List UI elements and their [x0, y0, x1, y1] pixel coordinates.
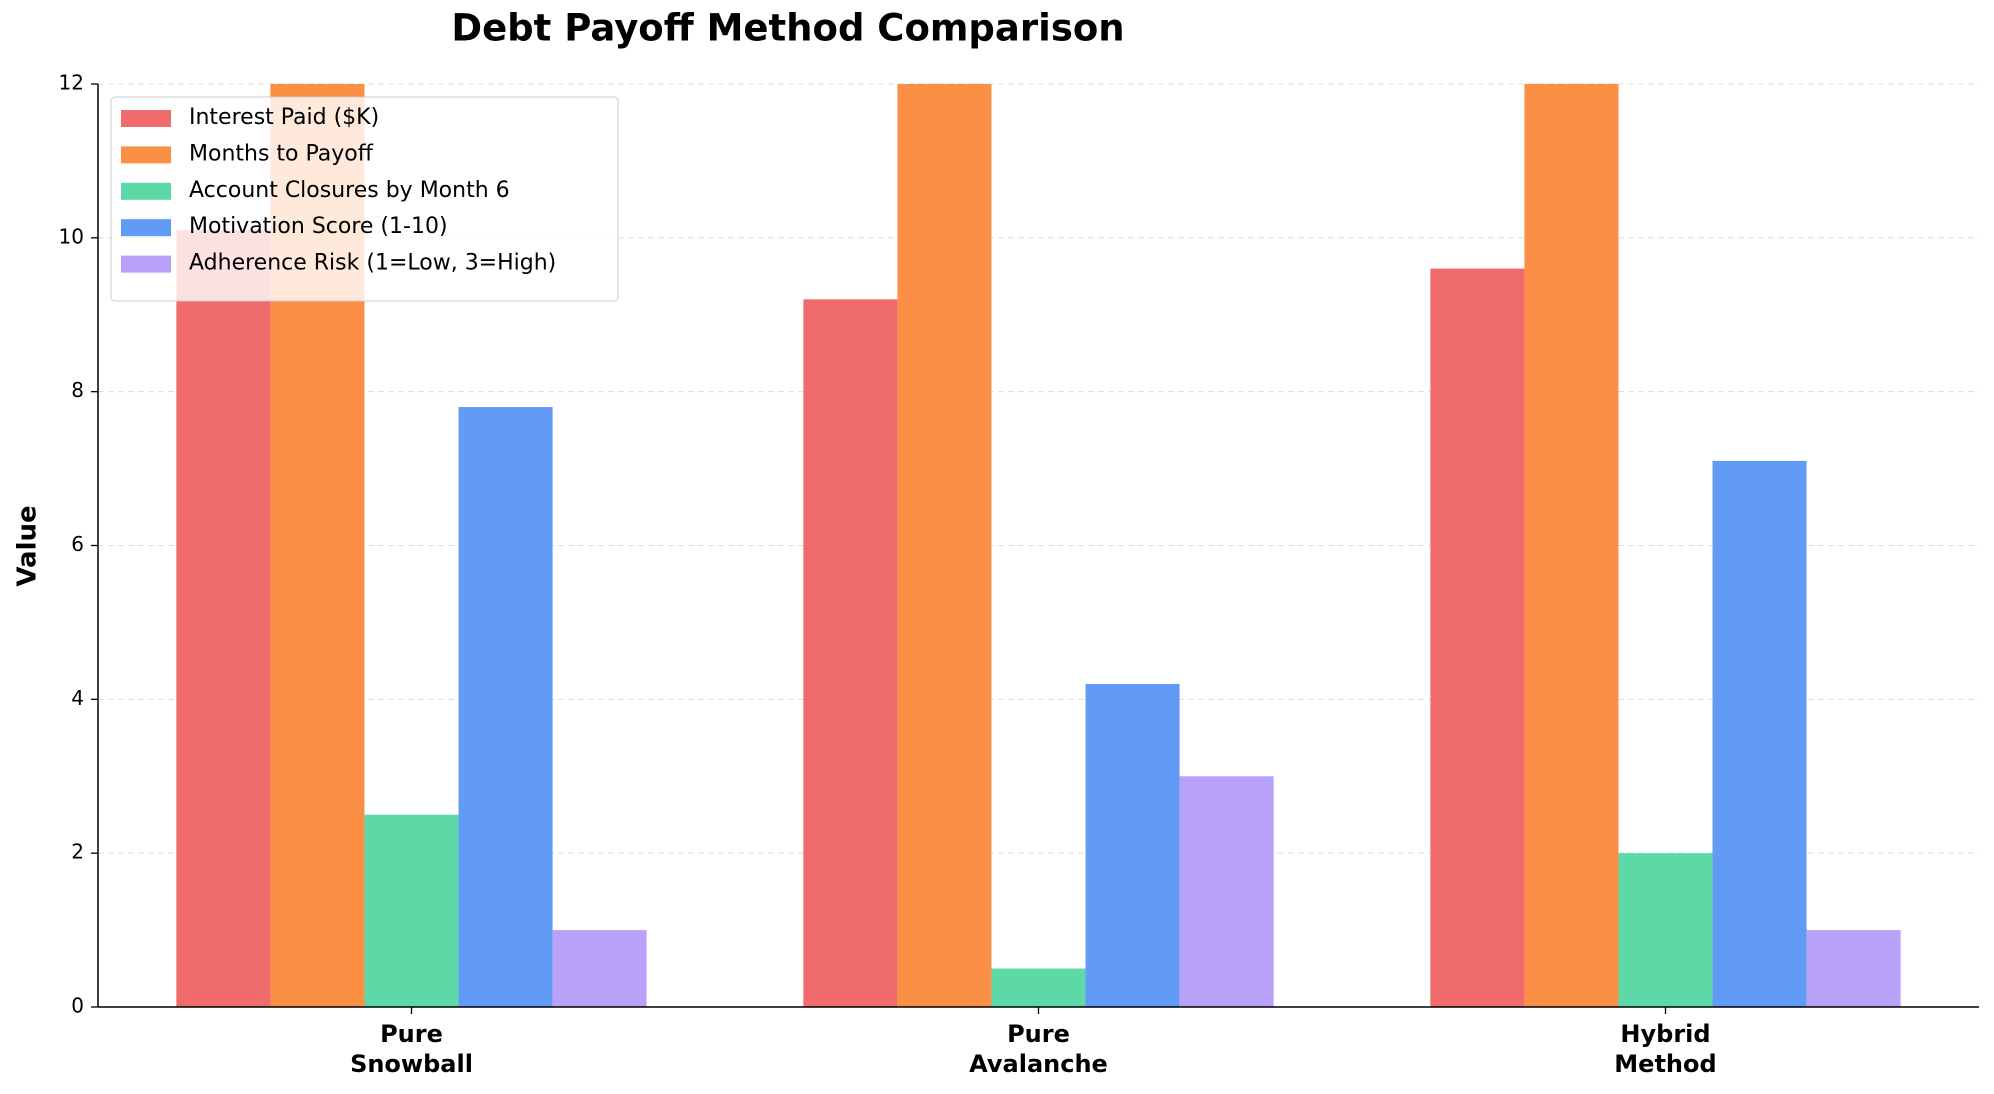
x-tick-label: Pure Snowball: [350, 1020, 473, 1078]
legend-swatch: [121, 182, 171, 200]
bar: [1179, 776, 1274, 1007]
legend-box: [110, 96, 619, 302]
bar: [1618, 853, 1713, 1007]
bar: [364, 814, 459, 1007]
legend-swatch: [121, 219, 171, 237]
bar: [1806, 930, 1901, 1007]
legend-label: Motivation Score (1-10): [189, 214, 448, 239]
y-tick-label: 0: [71, 994, 84, 1018]
legend-label: Account Closures by Month 6: [189, 178, 510, 203]
bar: [897, 84, 992, 1007]
axes: 0 2 4 6 8 10 12 Pure Snowball Pure Avalanche Hybrid…: [59, 71, 1979, 1078]
bar: [458, 407, 553, 1007]
chart-title: Debt Payoff Method Comparison: [451, 7, 1124, 50]
y-tick-label: 8: [71, 378, 84, 402]
bar: [1712, 460, 1807, 1007]
legend-swatch: [121, 146, 171, 164]
bar: [991, 968, 1086, 1007]
y-tick-label: 2: [71, 840, 84, 864]
bar: [1524, 84, 1619, 1007]
legend-swatch: [121, 110, 171, 127]
bars: [176, 84, 1901, 1007]
bar: [803, 299, 898, 1007]
y-tick-label: 10: [59, 224, 84, 248]
bar: [552, 930, 647, 1007]
y-tick-label: 12: [59, 71, 84, 95]
bar: [1085, 683, 1180, 1007]
y-axis-label: Value: [13, 505, 43, 586]
y-tick-label: 4: [71, 686, 84, 710]
bar: [176, 230, 271, 1007]
y-tick-label: 6: [71, 532, 84, 556]
legend-label: Interest Paid ($K): [189, 105, 379, 130]
legend-label: Adherence Risk (1=Low, 3=High): [189, 251, 556, 276]
x-tick-label: Hybrid Method: [1614, 1020, 1716, 1078]
legend-label: Months to Payoff: [189, 141, 374, 166]
legend-swatch: [121, 255, 171, 273]
bar: [1430, 268, 1525, 1007]
x-tick-label: Pure Avalanche: [969, 1020, 1108, 1078]
